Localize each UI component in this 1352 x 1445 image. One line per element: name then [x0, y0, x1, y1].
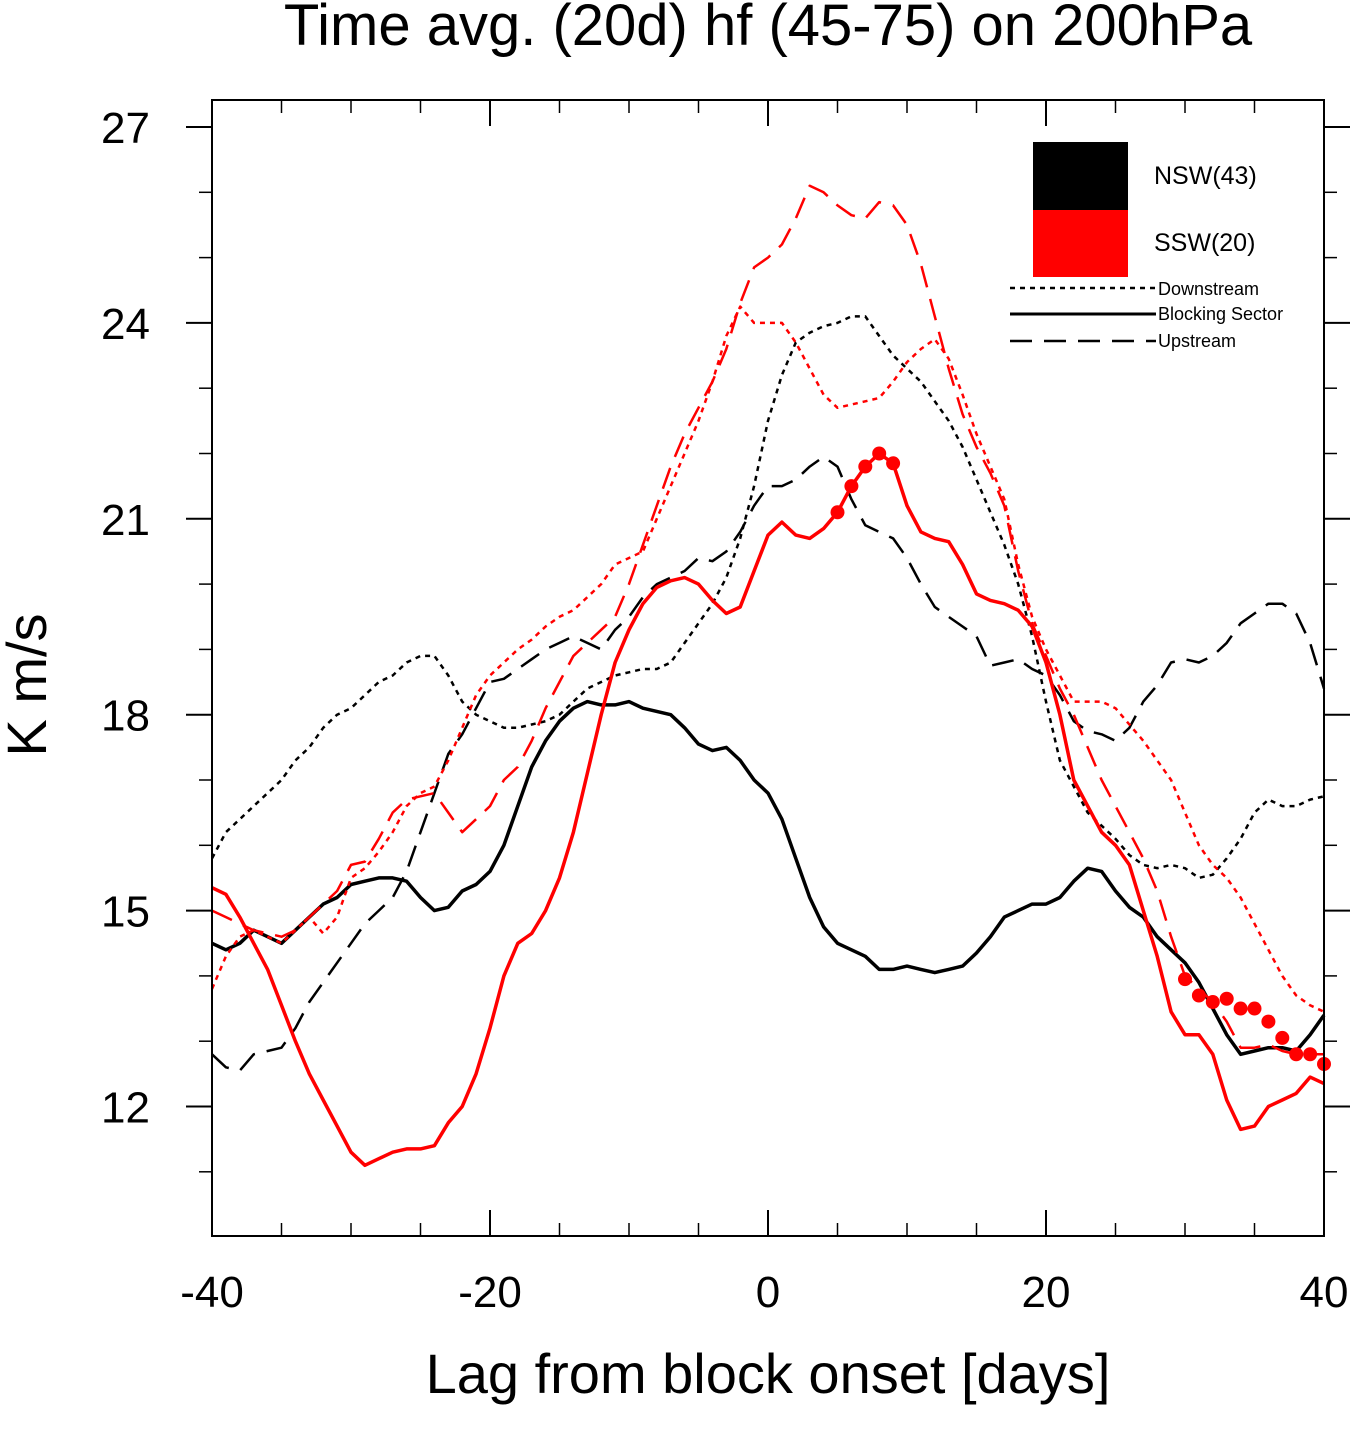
marker-point — [1247, 1001, 1262, 1016]
legend-label-blocking-sector: Blocking Sector — [1158, 304, 1283, 324]
y-tick-label: 21 — [101, 496, 150, 545]
legend-swatch-ssw — [1033, 210, 1128, 277]
x-tick-label: 0 — [756, 1268, 780, 1317]
legend-label-nsw: NSW(43) — [1154, 162, 1257, 190]
series-line-nsw-43-downstream — [210, 315, 1325, 880]
marker-point — [886, 456, 901, 471]
series-line-ssw-20-upstream — [211, 184, 1324, 1056]
series-line-ssw-20-blocking-sector — [211, 451, 1325, 1168]
legend-label-downstream: Downstream — [1158, 279, 1259, 299]
series-line-nsw-43-blocking-sector — [211, 699, 1326, 1057]
x-axis-label: Lag from block onset [days] — [426, 1342, 1111, 1405]
y-tick-label: 27 — [101, 104, 150, 153]
plot-frame — [211, 99, 1325, 1237]
marker-point — [858, 459, 873, 474]
marker-point — [1303, 1047, 1318, 1062]
legend: NSW(43) SSW(20) Downstream Blocking Sect… — [1010, 142, 1283, 351]
marker-point — [872, 446, 887, 461]
y-tick-label: 24 — [101, 300, 150, 349]
x-tick-label: 40 — [1300, 1268, 1349, 1317]
marker-point — [830, 505, 845, 520]
y-tick-label: 15 — [101, 888, 150, 937]
y-tick-label: 18 — [101, 692, 150, 741]
series-line-ssw-20-downstream — [210, 305, 1325, 1013]
legend-swatch-nsw — [1033, 142, 1128, 210]
x-tick-label: 20 — [1022, 1268, 1071, 1317]
y-tick-label: 12 — [101, 1084, 150, 1133]
legend-label-ssw: SSW(20) — [1154, 229, 1255, 257]
marker-point — [844, 479, 859, 494]
chart-title: Time avg. (20d) hf (45-75) on 200hPa — [284, 0, 1253, 58]
marker-point — [1219, 991, 1234, 1006]
x-tick-label: -40 — [180, 1268, 244, 1317]
marker-point — [1289, 1047, 1304, 1062]
marker-point — [1191, 988, 1206, 1003]
marker-point — [1275, 1030, 1290, 1045]
series-line-nsw-43-upstream — [211, 455, 1326, 1072]
series-layer — [210, 184, 1326, 1168]
y-axis-label: K m/s — [0, 613, 58, 756]
marker-point — [1233, 1001, 1248, 1016]
marker-point — [1178, 972, 1192, 987]
legend-label-upstream: Upstream — [1158, 331, 1236, 351]
marker-point — [1261, 1014, 1276, 1029]
marker-point — [1205, 995, 1220, 1010]
x-tick-label: -20 — [458, 1268, 522, 1317]
marker-layer — [830, 446, 1331, 1072]
axes-layer: -40 -20 0 20 40 12 15 18 21 24 27 — [101, 100, 1350, 1317]
